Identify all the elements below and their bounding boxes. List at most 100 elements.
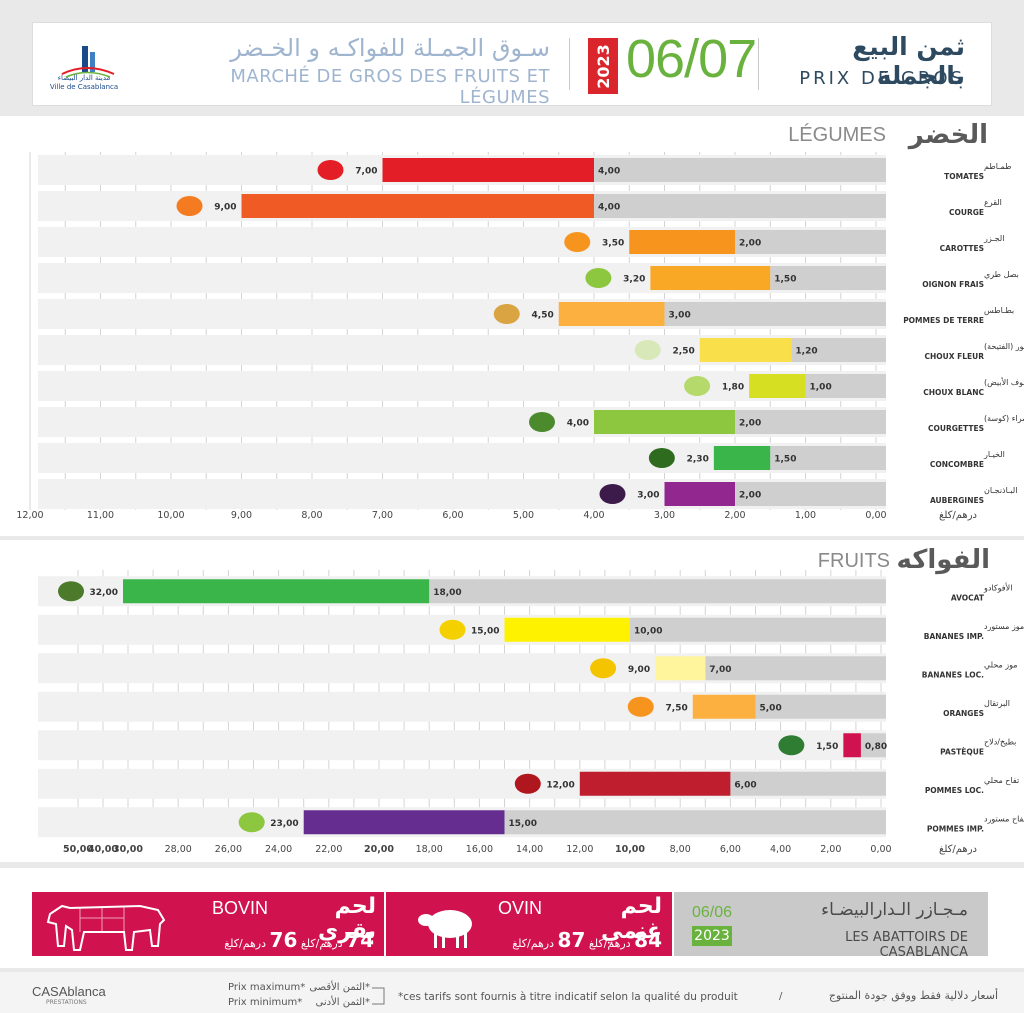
tick-label: 7,00 [372,510,393,521]
fruits-title-ar: الفواكه [896,545,991,575]
item-label-fr: BANANES IMP. [924,632,984,641]
tick-label: 28,00 [165,844,192,855]
bar-range [650,266,771,290]
title-fr: PRIX DE GROS [799,68,965,89]
item-label-fr: CAROTTES [940,244,984,253]
item-label-fr: OIGNON FRAIS [922,280,984,289]
min-label: 4,00 [598,203,620,213]
bar-range [241,194,594,218]
cow-icon [46,904,166,951]
bar-min-gray [805,374,886,398]
casablanca-logo-icon [61,46,115,78]
max-label: 2,30 [687,455,709,465]
item-label-ar: تفاح مستورد [984,814,1024,823]
bovin-min: 76 [269,928,298,952]
min-label: 15,00 [509,819,537,829]
spring-onion-icon [585,268,612,288]
abattoirs-name-fr: LES ABATTOIRS DE CASABLANCA [845,930,968,960]
item-label-fr: CHOUX FLEUR [924,352,984,361]
bar-range [382,158,594,182]
bar-range [629,230,735,254]
min-label: 4,00 [598,167,620,177]
bar-min-gray [791,338,886,362]
banana-icon [590,658,617,679]
unit-label: درهم/كلغ [939,844,977,855]
min-label: 10,00 [634,626,662,636]
min-label: 2,00 [739,419,761,429]
tick-label: 9,00 [231,510,252,521]
ovin-unit: درهم/كلغ [588,937,631,950]
tick-label: 18,00 [416,844,443,855]
bar-range [579,771,731,796]
item-label-ar: بطـاطس [984,306,1014,315]
abattoirs-name-ar: مـجـازر الـدارالبيضـاء [821,900,968,920]
header-banner [32,22,992,106]
ovin-label-ar: لحم غنمي [600,894,662,944]
item-label-ar: البـاذنجـان [984,486,1017,495]
abattoirs-year: 2023 [692,926,732,946]
bar-range [303,810,505,835]
bovin-unit: درهم/كلغ [300,937,343,950]
logo-text-fr: Ville de Casablanca [49,83,119,91]
min-label: 2,00 [739,239,761,249]
tick-label: 2,00 [820,844,841,855]
max-label: 2,50 [673,347,695,357]
item-label-fr: ORANGES [943,709,984,718]
max-label: 32,00 [90,588,118,598]
item-label-ar: موز مستورد [984,622,1024,631]
tick-label: 0,00 [870,844,891,855]
max-label: 3,00 [637,491,659,501]
bovin-prices: 74 درهم/كلغ 76 درهم/كلغ [212,928,374,952]
header-divider [569,38,570,90]
item-label-ar: كرومب (الملفوف الأبيض) [984,377,1024,387]
item-label-fr: CHOUX BLANC [923,388,984,397]
bovin-unit: درهم/كلغ [224,937,267,950]
cucumber-icon [648,448,675,468]
bar-min-gray [504,810,886,835]
row-band [38,730,886,761]
bar-range [123,579,430,604]
market-name-ar: سـوق الجمـلة للفواكـه و الخـضر [230,34,550,62]
min-label: 2,00 [739,491,761,501]
footer-logo-sub: PRESTATIONS [46,999,87,1006]
note-fr: *ces tarifs sont fournis à titre indicat… [398,991,738,1003]
item-label-ar: الخيـار [983,450,1005,459]
max-label: 3,50 [602,239,624,249]
meat-band: BOVIN لحم بقري 74 درهم/كلغ 76 درهم/كلغ O… [32,892,988,960]
apple-icon [514,773,541,794]
logo-text-ar: مدينة الدار البيضاء [57,74,111,82]
bovin-label-ar: لحم بقري [318,894,376,944]
tick-label: 20,00 [364,844,394,855]
min-label: 5,00 [760,703,782,713]
item-label-ar: بطيخ/دلاح [984,737,1016,746]
ovin-min: 87 [557,928,586,952]
cabbage-icon [684,376,711,396]
bar-min-gray [770,446,886,470]
min-label: 1,50 [774,275,796,285]
bar-range [699,338,792,362]
max-label: 23,00 [270,819,298,829]
abattoirs-block: 06/06 2023 مـجـازر الـدارالبيضـاء LES AB… [674,892,988,960]
eggplant-icon [599,484,626,504]
item-label-fr: POMMES IMP. [927,824,984,833]
tick-label: 40,00 [88,844,118,855]
tick-label: 6,00 [442,510,463,521]
tick-label: 24,00 [265,844,292,855]
max-label: 7,50 [666,703,688,713]
avocado-icon [58,581,84,602]
bar-min-gray [735,410,886,434]
footer-logo: CASAblanca [32,984,106,999]
tick-label: 26,00 [215,844,242,855]
max-label: 12,00 [546,780,574,790]
min-label: 18,00 [433,588,461,598]
item-label-ar: الجـزر [983,234,1004,243]
bar-min-gray [730,771,886,796]
bar-range [594,410,735,434]
tick-label: 6,00 [720,844,741,855]
bar-min-gray [630,617,886,642]
bar-min-gray [735,230,886,254]
max-label: 9,00 [628,665,650,675]
banana-bunch-icon [439,619,466,640]
bar-range [558,302,665,326]
